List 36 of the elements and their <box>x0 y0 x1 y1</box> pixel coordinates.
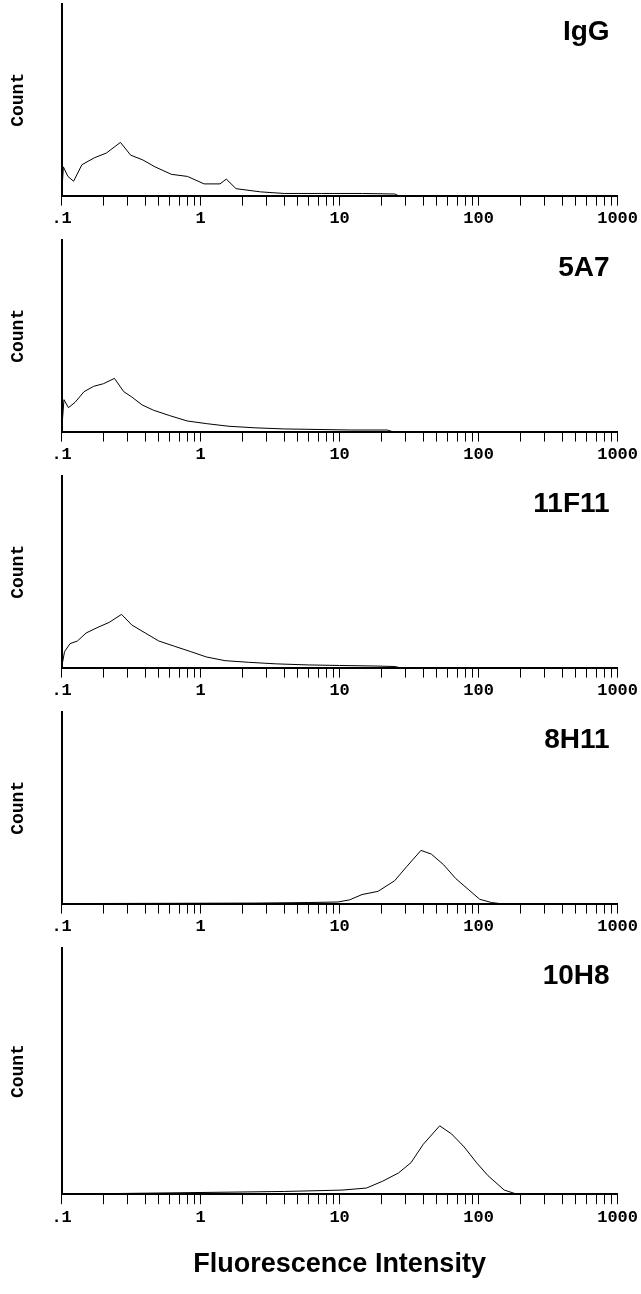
x-tick-label: 10 <box>329 445 350 465</box>
y-axis-title: Count <box>8 544 29 599</box>
x-tick-label: 1 <box>195 445 206 465</box>
chart-title: IgG <box>562 14 610 46</box>
y-axis-title: Count <box>8 72 29 127</box>
x-tick-label: 1000 <box>597 445 638 465</box>
chart-title: 11F11 <box>533 486 610 518</box>
x-tick-label: 100 <box>463 1207 494 1227</box>
x-tick-label: 1 <box>195 1207 206 1227</box>
x-tick-label: 100 <box>463 445 494 465</box>
x-tick-label: 1 <box>195 681 206 701</box>
x-tick-label: 1000 <box>597 917 638 937</box>
x-tick-label: 100 <box>463 681 494 701</box>
x-tick-label: 10 <box>329 917 350 937</box>
x-tick-label: 10 <box>329 1207 350 1227</box>
x-tick-label: 1 <box>195 917 206 937</box>
x-tick-label: 10 <box>329 209 350 229</box>
x-tick-label: .1 <box>51 1207 72 1227</box>
y-axis-title: Count <box>8 780 29 835</box>
x-tick-label: 10 <box>329 681 350 701</box>
x-tick-label: .1 <box>51 917 72 937</box>
chart-title: 10H8 <box>542 958 610 990</box>
chart-title: 5A7 <box>558 250 610 282</box>
chart-title: 8H11 <box>544 722 610 754</box>
y-axis-title: Count <box>8 308 29 363</box>
x-tick-label: 1000 <box>597 209 638 229</box>
x-tick-label: 100 <box>463 209 494 229</box>
x-tick-label: 100 <box>463 917 494 937</box>
x-tick-label: 1000 <box>597 681 638 701</box>
x-axis-title: Fluorescence Intensity <box>193 1248 486 1279</box>
x-tick-label: .1 <box>51 445 72 465</box>
x-tick-label: .1 <box>51 681 72 701</box>
x-tick-label: .1 <box>51 209 72 229</box>
x-tick-label: 1000 <box>597 1207 638 1227</box>
y-axis-title: Count <box>8 1044 29 1099</box>
x-tick-label: 1 <box>195 209 206 229</box>
